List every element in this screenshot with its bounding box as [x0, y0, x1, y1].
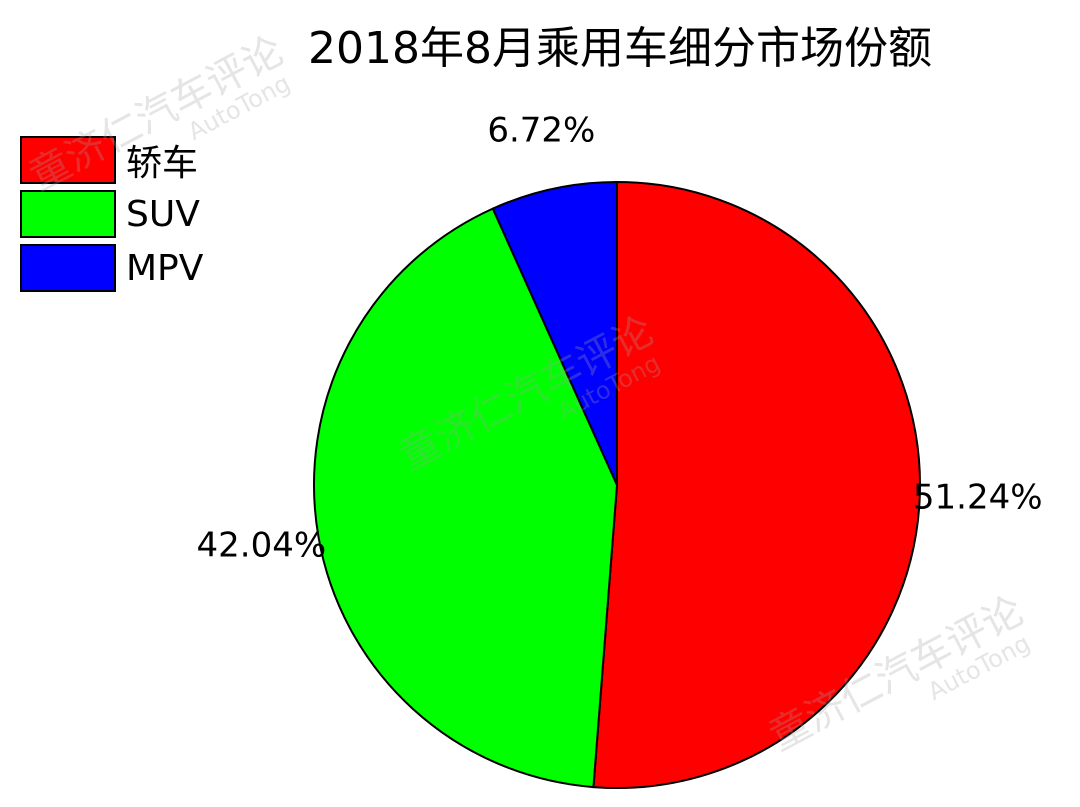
legend-item-sedan: 轿车 [20, 133, 203, 187]
legend-item-suv: SUV [20, 187, 203, 241]
legend-swatch-suv [20, 190, 116, 238]
chart-title: 2018年8月乘用车细分市场份额 [308, 23, 932, 74]
pie-slice-mpv [491, 180, 618, 486]
slice-label-suv: 42.04% [197, 525, 327, 565]
legend-item-mpv: MPV [20, 241, 203, 295]
slice-label-mpv: 6.72% [487, 111, 595, 151]
legend-label-sedan: 轿车 [126, 143, 199, 184]
pie-slice-suv [313, 207, 619, 789]
legend: 轿车 SUV MPV [20, 133, 203, 295]
legend-label-suv: SUV [126, 193, 200, 235]
pie-slice-sedan [592, 180, 921, 789]
legend-label-mpv: MPV [126, 247, 204, 289]
legend-swatch-mpv [20, 244, 116, 292]
legend-swatch-sedan [20, 136, 116, 184]
slice-label-sedan: 51.24% [913, 478, 1043, 518]
